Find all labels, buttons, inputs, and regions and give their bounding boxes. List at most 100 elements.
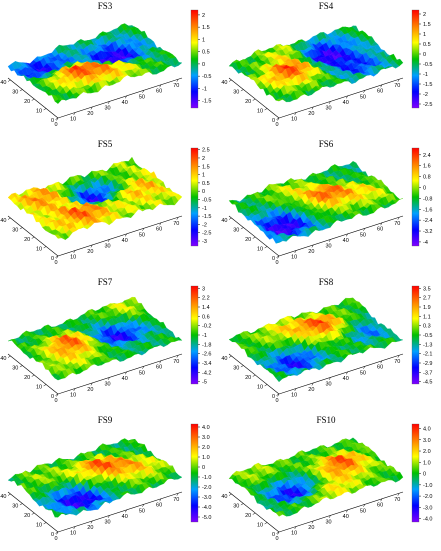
y-tick-label: 20 [24,375,30,381]
colorbar-tick-label: 1 [423,32,426,38]
x-tick-label: 10 [70,392,76,398]
colorbar-tick-label: 1.5 [202,164,210,170]
colorbar-tick-label: 2.0 [423,449,431,455]
x-tick-label: 40 [122,376,128,382]
y-tick-label: 10 [257,109,263,115]
colorbar-tick-label: -2 [423,92,428,98]
panel-title: FS8 [319,277,334,287]
x-tick-label: 30 [325,381,331,387]
x-tick-label: 0 [275,122,278,128]
x-tick-label: 0 [54,536,57,542]
y-tick-label: 10 [257,385,263,391]
colorbar-tick-label: 0 [423,185,426,191]
colorbar-tick-label: -0.5 [423,62,432,68]
colorbar-tick-label: -0.5 [202,197,211,203]
colorbar-tick-label: 1.0 [202,455,210,461]
colorbar-tick-label: -2.5 [423,102,432,108]
y-tick-label: 0 [51,256,54,262]
colorbar-tick-label: -1.5 [202,214,211,220]
y-tick-label: 30 [233,228,239,234]
x-tick-label: 40 [122,100,128,106]
colorbar-tick-label: -2.5 [202,231,211,237]
colorbar-tick-label: -1 [202,86,207,92]
colorbar-tick-label: 0 [423,472,426,478]
x-tick-label: 0 [54,122,57,128]
colorbar-tick-label: 1.4 [202,305,210,311]
colorbar-tick-label: -5.0 [202,515,211,521]
x-tick-label: 10 [291,530,297,536]
colorbar-tick-label: -1.0 [423,483,432,489]
x-tick-label: 30 [325,519,331,525]
colorbar-tick-label: 0.8 [423,175,431,181]
y-tick-label: 0 [272,256,275,262]
panel-title: FS3 [98,1,113,11]
surface-plot-svg: FS90102030405060700102030404.03.02.01.00… [0,414,220,551]
colorbar [412,424,419,522]
colorbar-tick-label: 2.0 [202,445,210,451]
colorbar-tick-label: 0.3 [423,324,431,330]
y-tick-label: 40 [221,80,227,86]
y-tick-label: 20 [24,513,30,519]
x-tick-label: 0 [275,398,278,404]
x-tick-label: 50 [139,370,145,376]
y-tick-label: 40 [0,494,6,500]
colorbar-tick-label: 2.7 [423,296,431,302]
x-tick-label: 20 [308,525,314,531]
x-tick-label: 40 [122,514,128,520]
colorbar-tick-label: 0 [423,52,426,58]
y-tick-label: 10 [36,385,42,391]
colorbar-tick-label: 4.0 [202,425,210,431]
colorbar [191,148,198,246]
colorbar-tick-label: 1 [202,37,205,43]
colorbar-tick-label: -3.7 [423,370,432,376]
colorbar-tick-label: 2 [202,13,205,19]
colorbar-tick-label: -2.4 [423,218,432,224]
colorbar-tick-label: -0.5 [423,333,432,339]
x-tick-label: 60 [377,89,383,95]
y-tick-label: 40 [0,80,6,86]
colorbar-tick-label: -0.5 [202,74,211,80]
colorbar-tick-label: -1.5 [202,99,211,105]
x-tick-label: 10 [291,254,297,260]
y-tick-label: 40 [0,356,6,362]
x-tick-label: 60 [156,365,162,371]
colorbar-tick-label: -3.2 [423,229,432,235]
surface-plot-svg: FS401020304050607001020304021.510.50-0.5… [221,0,441,137]
x-tick-label: 0 [275,536,278,542]
x-tick-label: 30 [104,519,110,525]
colorbar-tick-label: -3.0 [202,495,211,501]
y-tick-label: 40 [221,356,227,362]
colorbar-tick-label: -0.2 [202,324,211,330]
colorbar-tick-label: -2.0 [202,485,211,491]
surface-plot-svg: FS301020304050607001020304021.510.50-0.5… [0,0,220,137]
colorbar-tick-label: -1 [423,72,428,78]
x-tick-label: 30 [104,381,110,387]
y-tick-label: 10 [257,523,263,529]
x-tick-label: 20 [87,111,93,117]
y-tick-label: 30 [12,366,18,372]
x-tick-label: 20 [87,249,93,255]
colorbar-tick-label: 3.5 [423,286,431,292]
y-tick-label: 30 [233,366,239,372]
colorbar [412,148,419,246]
x-tick-label: 70 [173,83,179,89]
x-tick-label: 30 [104,243,110,249]
colorbar-tick-label: -3 [202,239,207,245]
y-tick-label: 0 [51,118,54,124]
colorbar-tick-label: -5 [202,380,207,386]
panel-title: FS10 [316,415,336,425]
colorbar [191,424,198,522]
colorbar-tick-label: 0 [202,189,205,195]
colorbar-tick-label: -1.0 [202,475,211,481]
colorbar-tick-label: 1.0 [423,460,431,466]
colorbar-tick-label: 1.6 [423,164,431,170]
colorbar-tick-label: 2 [423,12,426,18]
colorbar-tick-label: 2.5 [202,148,210,154]
surface-plot-svg: FS100102030405060700102030404.03.02.01.0… [221,414,441,551]
colorbar-tick-label: 0 [202,465,205,471]
x-tick-label: 10 [291,392,297,398]
x-tick-label: 70 [394,221,400,227]
y-tick-label: 30 [233,90,239,96]
x-tick-label: 50 [360,232,366,238]
